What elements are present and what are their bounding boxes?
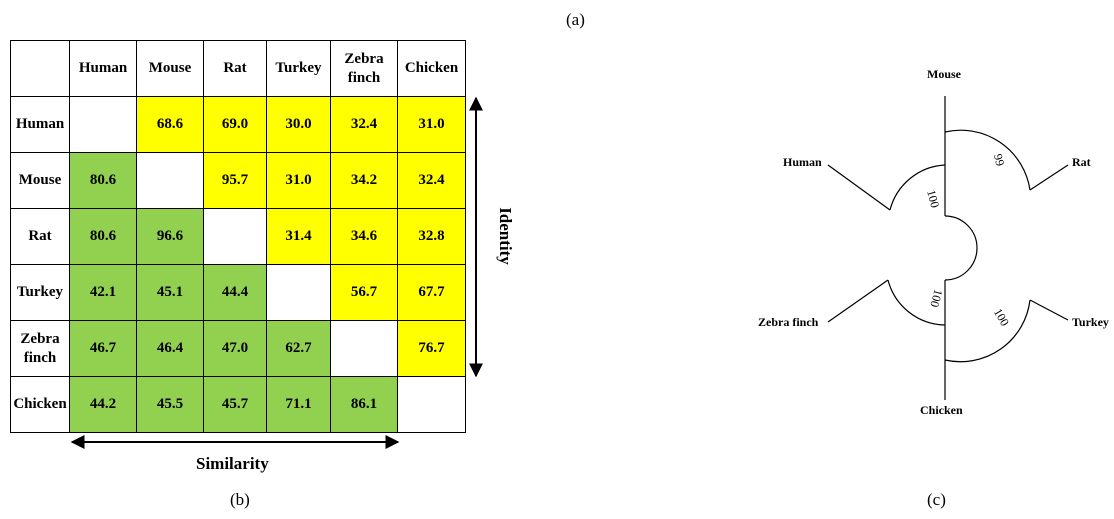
table-row: Zebra finch 46.7 46.4 47.0 62.7 76.7 — [10, 320, 466, 377]
rat-branch — [1029, 164, 1069, 191]
identity-cell: 31.0 — [397, 96, 466, 153]
similarity-cell: 46.4 — [136, 320, 204, 377]
similarity-cell: 45.7 — [203, 376, 267, 433]
panel-label-a: (a) — [566, 10, 585, 29]
taxon-rat: Rat — [1072, 155, 1091, 169]
similarity-cell: 86.1 — [330, 376, 398, 433]
chicken-turkey-arc — [944, 299, 1031, 363]
diagonal-cell — [203, 208, 267, 265]
table-row: Turkey 42.1 45.1 44.4 56.7 67.7 — [10, 264, 466, 321]
similarity-cell: 96.6 — [136, 208, 204, 265]
root-arc — [944, 215, 978, 281]
table-row: Mouse 80.6 95.7 31.0 34.2 32.4 — [10, 152, 466, 209]
row-header: Turkey — [10, 264, 70, 321]
panel-label-b: (b) — [230, 490, 250, 509]
identity-cell: 76.7 — [397, 320, 466, 377]
column-header: Chicken — [397, 40, 466, 97]
bird-clade-arc — [887, 279, 946, 326]
taxon-human: Human — [783, 155, 822, 169]
human-branch — [827, 164, 891, 211]
column-header: Zebra finch — [330, 40, 398, 97]
diagonal-cell — [136, 152, 204, 209]
similarity-cell: 80.6 — [69, 152, 137, 209]
identity-cell: 30.0 — [266, 96, 331, 153]
identity-cell: 31.4 — [266, 208, 331, 265]
identity-cell: 34.2 — [330, 152, 398, 209]
column-header: Turkey — [266, 40, 331, 97]
table-row: Rat 80.6 96.6 31.4 34.6 32.8 — [10, 208, 466, 265]
identity-cell: 56.7 — [330, 264, 398, 321]
row-header: Rat — [10, 208, 70, 265]
header-row: Human Mouse Rat Turkey Zebra finch Chick… — [10, 40, 466, 97]
similarity-cell: 42.1 — [69, 264, 137, 321]
taxon-mouse: Mouse — [927, 67, 962, 81]
diagonal-cell — [330, 320, 398, 377]
bootstrap-mammals: 100 — [924, 188, 942, 209]
similarity-cell: 45.1 — [136, 264, 204, 321]
mammal-clade-arc — [889, 164, 946, 211]
similarity-cell: 45.5 — [136, 376, 204, 433]
identity-cell: 34.6 — [330, 208, 398, 265]
row-header: Mouse — [10, 152, 70, 209]
identity-cell: 69.0 — [203, 96, 267, 153]
row-header: Chicken — [10, 376, 70, 433]
panel-label-c: (c) — [927, 490, 946, 509]
identity-cell: 67.7 — [397, 264, 466, 321]
identity-cell: 68.6 — [136, 96, 204, 153]
bootstrap-mouse-rat: 99 — [991, 152, 1008, 167]
table-row: Human 68.6 69.0 30.0 32.4 31.0 — [10, 96, 466, 153]
column-header: Mouse — [136, 40, 204, 97]
table-row: Chicken 44.2 45.5 45.7 71.1 86.1 — [10, 376, 466, 433]
mouse-rat-arc — [944, 129, 1031, 191]
taxon-turkey: Turkey — [1072, 315, 1109, 329]
identity-similarity-matrix: Human Mouse Rat Turkey Zebra finch Chick… — [10, 40, 466, 433]
taxon-zebra-finch: Zebra finch — [758, 315, 819, 329]
taxon-chicken: Chicken — [920, 403, 963, 417]
zebra-finch-branch — [827, 279, 889, 323]
similarity-cell: 80.6 — [69, 208, 137, 265]
bootstrap-chicken-turkey: 100 — [991, 306, 1012, 329]
diagonal-cell — [397, 376, 466, 433]
similarity-cell: 44.4 — [203, 264, 267, 321]
turkey-branch — [1029, 299, 1069, 321]
identity-cell: 32.4 — [397, 152, 466, 209]
similarity-cell: 46.7 — [69, 320, 137, 377]
bootstrap-birds: 100 — [927, 288, 945, 309]
similarity-cell: 47.0 — [203, 320, 267, 377]
similarity-axis-label: Similarity — [196, 454, 269, 473]
identity-cell: 32.4 — [330, 96, 398, 153]
diagonal-cell — [266, 264, 331, 321]
identity-cell: 31.0 — [266, 152, 331, 209]
diagonal-cell — [69, 96, 137, 153]
similarity-cell: 71.1 — [266, 376, 331, 433]
